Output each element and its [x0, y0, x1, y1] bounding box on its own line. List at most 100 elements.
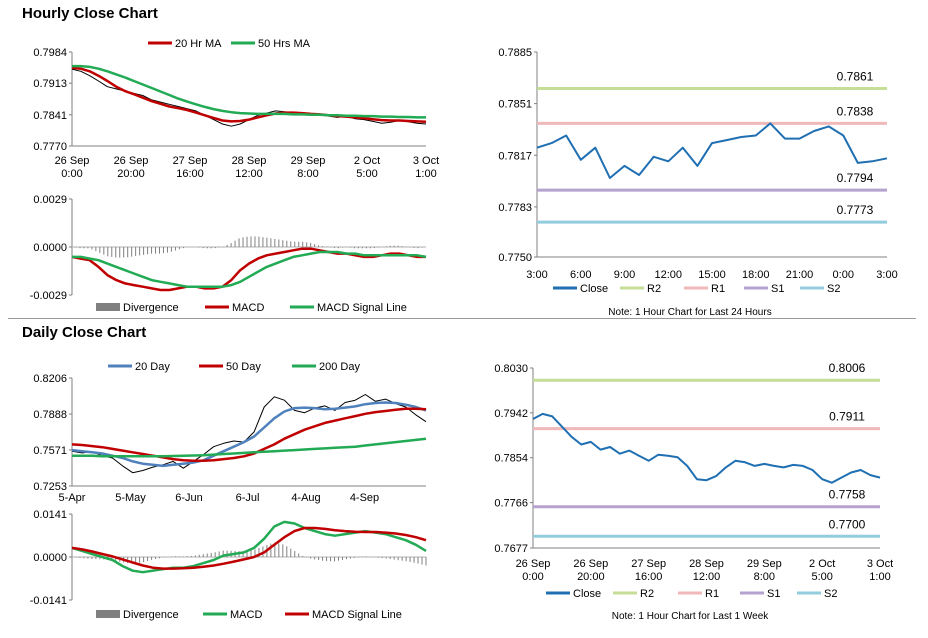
daily-level-label-r2: 0.8006 [829, 361, 866, 375]
hourly-price-xtick-4-b: 8:00 [297, 168, 318, 180]
daily-price-xtick-1: 5-May [115, 492, 146, 504]
hourly-pivot-note: Note: 1 Hour Chart for Last 24 Hours [608, 307, 771, 318]
daily-legend-divergence-label: Divergence [123, 609, 179, 621]
daily-pivot-legend-s1-label: S1 [767, 588, 780, 600]
daily-ma200-line [72, 437, 427, 458]
hourly-pivot-legend-r2-label: R2 [647, 283, 661, 295]
hourly-price-xtick-0-a: 26 Sep [55, 155, 90, 167]
hourly-pivot-close-line [536, 122, 888, 179]
daily-pivot-y-tick-4: 0.7677 [494, 543, 528, 555]
hourly-pivot-xtick-5: 18:00 [742, 269, 770, 281]
daily-macd-y-tick-2: -0.0141 [30, 595, 67, 607]
daily-pivot-xtick-1-a: 26 Sep [573, 558, 608, 570]
daily-legend-signal-label: MACD Signal Line [312, 609, 402, 621]
daily-legend-20day-label: 20 Day [135, 361, 170, 373]
hourly-level-label-r1: 0.7838 [837, 104, 874, 118]
daily-macd-line [71, 520, 427, 574]
daily-pivot-xtick-6-a: 3 Oct [867, 558, 893, 570]
daily-macd-y-tick-0: 0.0141 [33, 509, 67, 521]
hourly-price-y-tick-2: 0.7841 [33, 110, 67, 122]
section-divider [8, 318, 916, 319]
hourly-legend-divergence-label: Divergence [123, 302, 179, 314]
daily-price-xtick-5: 4-Sep [350, 492, 379, 504]
hourly-pivot-legend-s2-label: S2 [827, 283, 840, 295]
hourly-ma20-line [71, 66, 427, 124]
hourly-price-xtick-3-a: 28 Sep [232, 155, 267, 167]
hourly-level-label-s2: 0.7773 [837, 203, 874, 217]
hourly-macd-y-tick-1: 0.0000 [33, 242, 67, 254]
hourly-pivot-xtick-8: 3:00 [876, 269, 897, 281]
hourly-price-xtick-5-b: 5:00 [356, 168, 377, 180]
daily-pivot-xtick-4-a: 29 Sep [747, 558, 782, 570]
daily-pivot-y-tick-2: 0.7854 [494, 453, 528, 465]
hourly-pivot-xtick-6: 21:00 [786, 269, 814, 281]
daily-pivot-xtick-2-b: 16:00 [635, 571, 663, 583]
daily-pivot-legend-close-label: Close [573, 588, 601, 600]
daily-level-label-s2: 0.7700 [829, 517, 866, 531]
hourly-pivot-xtick-4: 15:00 [698, 269, 726, 281]
hourly-macd-y-tick-2: -0.0029 [30, 290, 67, 302]
hourly-pivot-y-tick-4: 0.7750 [498, 252, 532, 264]
daily-price-y-tick-1: 0.7888 [33, 409, 67, 421]
daily-legend-divergence-swatch [96, 610, 120, 618]
daily-level-label-s1: 0.7758 [829, 488, 866, 502]
hourly-macd-line [71, 247, 426, 292]
hourly-pivot-y-tick-1: 0.7851 [498, 99, 532, 111]
hourly-ma50-line [72, 64, 426, 119]
daily-pivot-y-tick-3: 0.7766 [494, 498, 528, 510]
hourly-price-xtick-5-a: 2 Oct [354, 155, 380, 167]
daily-pivot-xtick-6-b: 1:00 [869, 571, 890, 583]
daily-price-xtick-3: 6-Jul [236, 492, 260, 504]
daily-price-xtick-4: 4-Aug [291, 492, 320, 504]
hourly-price-xtick-1-b: 20:00 [117, 168, 145, 180]
hourly-price-xtick-2-a: 27 Sep [173, 155, 208, 167]
daily-pivot-y-tick-1: 0.7942 [494, 408, 528, 420]
daily-pivot-legend-r1-label: R1 [705, 588, 719, 600]
hourly-price-xtick-3-b: 12:00 [235, 168, 263, 180]
daily-legend-50day-label: 50 Day [226, 361, 261, 373]
hourly-level-label-s1: 0.7794 [837, 171, 874, 185]
daily-pivot-xtick-0-a: 26 Sep [516, 558, 551, 570]
daily-pivot-y-tick-0: 0.8030 [494, 363, 528, 375]
hourly-pivot-xtick-0: 3:00 [526, 269, 547, 281]
hourly-pivot-xtick-3: 12:00 [654, 269, 682, 281]
daily-pivot-xtick-3-a: 28 Sep [689, 558, 724, 570]
daily-ma50-line [71, 407, 427, 463]
daily-legend-macd-label: MACD [230, 609, 262, 621]
hourly-price-y-tick-1: 0.7913 [33, 78, 67, 90]
daily-legend-200day-label: 200 Day [319, 361, 360, 373]
hourly-pivot-legend-s1-label: S1 [771, 283, 784, 295]
hourly-legend-50hr-label: 50 Hrs MA [258, 38, 311, 50]
hourly-pivot-xtick-2: 9:00 [614, 269, 635, 281]
hourly-pivot-y-tick-0: 0.7885 [498, 47, 532, 59]
hourly-pivot-y-tick-3: 0.7783 [498, 202, 532, 214]
daily-price-xtick-0: 5-Apr [59, 492, 86, 504]
daily-pivot-xtick-5-a: 2 Oct [809, 558, 835, 570]
hourly-price-y-tick-0: 0.7984 [33, 47, 67, 59]
hourly-price-xtick-6-b: 1:00 [415, 168, 436, 180]
daily-price-y-tick-0: 0.8206 [33, 373, 67, 385]
hourly-price-xtick-4-a: 29 Sep [291, 155, 326, 167]
daily-close-line [71, 394, 427, 474]
hourly-price-xtick-6-a: 3 Oct [413, 155, 439, 167]
daily-pivot-xtick-1-b: 20:00 [577, 571, 605, 583]
hourly-pivot-xtick-1: 6:00 [570, 269, 591, 281]
hourly-pivot-y-tick-2: 0.7817 [498, 150, 532, 162]
hourly-pivot-legend-r1-label: R1 [711, 283, 725, 295]
hourly-pivot-xtick-7: 0:00 [833, 269, 854, 281]
daily-price-xtick-2: 6-Jun [175, 492, 203, 504]
daily-pivot-xtick-2-a: 27 Sep [631, 558, 666, 570]
hourly-legend-divergence-swatch [96, 303, 120, 311]
daily-ma20-line [71, 401, 427, 468]
daily-pivot-close-line [532, 412, 881, 484]
hourly-pivot-legend-close-label: Close [580, 283, 608, 295]
daily-pivot-xtick-3-b: 12:00 [693, 571, 721, 583]
hourly-legend-20hr-label: 20 Hr MA [175, 38, 222, 50]
daily-pivot-legend-s2-label: S2 [824, 588, 837, 600]
hourly-legend-macd-label: MACD [232, 302, 264, 314]
daily-pivot-xtick-4-b: 8:00 [754, 571, 775, 583]
hourly-price-xtick-0-b: 0:00 [61, 168, 82, 180]
daily-price-y-tick-2: 0.7571 [33, 445, 67, 457]
daily-pivot-note: Note: 1 Hour Chart for Last 1 Week [612, 611, 770, 622]
